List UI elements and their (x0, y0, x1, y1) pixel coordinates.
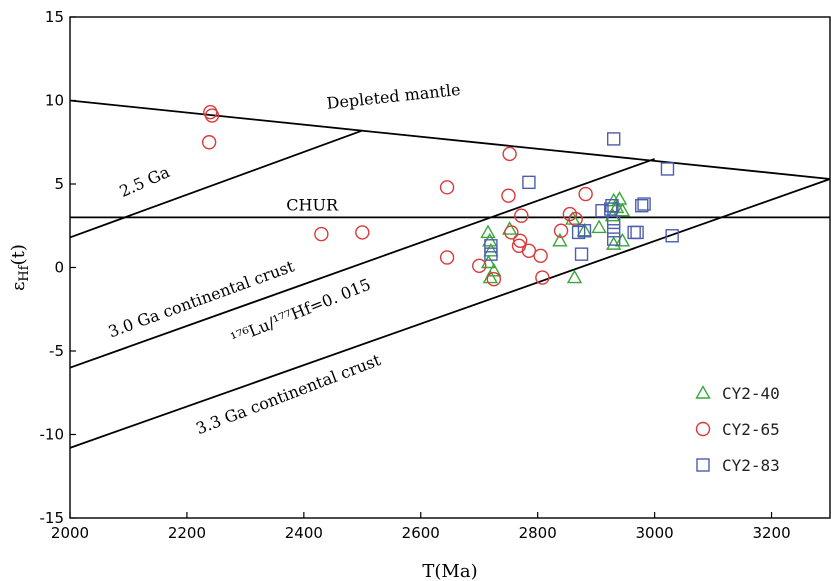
data-point-cy2-65 (568, 211, 583, 227)
reference-line-3-0-ga-continental-crust (69, 158, 655, 369)
x-tick-label: 2600 (402, 524, 440, 542)
data-point-cy2-40 (480, 224, 496, 239)
series-cy2-83 (484, 132, 679, 261)
y-axis-title-sub: Hf (17, 264, 32, 281)
data-point-cy2-65 (521, 243, 537, 259)
y-axis-title-main: ε (8, 282, 29, 291)
data-point-cy2-65 (502, 146, 517, 162)
data-point-cy2-65 (201, 135, 217, 150)
annotation-depleted-mantle: Depleted mantle (326, 80, 462, 113)
x-tick-label: 2800 (519, 524, 557, 542)
data-point-cy2-65 (533, 248, 548, 264)
legend-label-cy2-83: CY2-83 (722, 456, 780, 475)
data-point-cy2-83 (635, 199, 649, 213)
data-point-cy2-83 (630, 225, 644, 240)
reference-line-2-5-ga (69, 129, 363, 239)
data-point-cy2-40 (591, 219, 607, 234)
data-point-cy2-83 (605, 199, 619, 213)
data-point-cy2-65 (535, 270, 550, 285)
y-tick-label: 0 (54, 259, 64, 277)
data-point-cy2-83 (606, 232, 621, 246)
annotation-2-5-ga: 2.5 Ga (117, 162, 173, 201)
legend-label-cy2-65: CY2-65 (722, 420, 780, 439)
y-axis-title-suffix: (t) (8, 244, 29, 265)
data-point-cy2-65 (439, 250, 455, 265)
data-point-cy2-40 (611, 191, 628, 205)
x-tick-label: 2000 (51, 524, 89, 542)
data-point-cy2-83 (574, 247, 589, 261)
data-point-cy2-83 (522, 175, 536, 190)
series-cy2-40 (480, 191, 631, 284)
data-point-cy2-83 (665, 229, 679, 243)
data-point-cy2-65 (439, 180, 455, 195)
data-point-cy2-65 (578, 186, 593, 202)
legend-marker-cy2-65 (695, 421, 711, 437)
data-point-cy2-40 (552, 232, 568, 247)
ticks: 2000 2200 2400 2600 2800 3000 3200 -15 -10 -5 0 5 10… (40, 8, 791, 542)
y-tick-label: -15 (40, 509, 65, 527)
data-point-cy2-65 (204, 108, 220, 123)
data-point-cy2-83 (577, 224, 592, 238)
data-point-cy2-83 (484, 247, 498, 261)
x-axis-title: T(Ma) (422, 561, 477, 581)
legend-label-cy2-40: CY2-40 (722, 384, 780, 403)
data-point-cy2-65 (501, 188, 516, 203)
x-tick-label: 2200 (168, 524, 206, 542)
data-point-cy2-40 (486, 262, 502, 277)
y-tick-label: -10 (40, 426, 65, 444)
data-point-cy2-83 (627, 225, 641, 240)
data-point-cy2-65 (314, 226, 329, 242)
x-tick-label: 3200 (752, 524, 790, 542)
data-point-cy2-40 (565, 211, 581, 225)
data-point-cy2-40 (480, 254, 497, 269)
x-tick-label: 3000 (636, 524, 674, 542)
y-tick-label: 15 (45, 8, 64, 26)
data-point-cy2-65 (472, 258, 487, 274)
legend: CY2-40 CY2-65 CY2-83 (695, 384, 780, 475)
y-tick-label: -5 (49, 342, 64, 360)
data-point-cy2-40 (566, 269, 583, 284)
data-point-cy2-83 (604, 202, 618, 216)
legend-marker-cy2-40 (695, 385, 711, 399)
data-point-cy2-40 (614, 202, 631, 217)
data-points (201, 104, 679, 287)
reference-lines (69, 99, 831, 449)
data-point-cy2-83 (660, 162, 675, 176)
data-point-cy2-65 (553, 223, 569, 238)
data-point-cy2-65 (512, 233, 528, 248)
annotation-chur: CHUR (286, 196, 339, 215)
reference-line-depleted-mantle (69, 99, 831, 180)
data-point-cy2-65 (504, 225, 519, 240)
data-point-cy2-65 (355, 225, 370, 240)
data-point-cy2-65 (486, 271, 502, 287)
data-point-cy2-83 (595, 204, 609, 218)
data-point-cy2-83 (606, 215, 621, 230)
series-cy2-65 (201, 104, 593, 287)
data-point-cy2-83 (484, 239, 498, 253)
data-point-cy2-40 (483, 242, 499, 257)
data-point-cy2-65 (203, 104, 218, 120)
data-point-cy2-40 (605, 236, 622, 250)
y-axis-title: εHf(t) (8, 244, 32, 291)
reference-line-3-3-ga-continental-crust (69, 178, 831, 449)
legend-marker-cy2-83 (696, 458, 710, 472)
data-point-cy2-83 (637, 197, 651, 211)
x-tick-label: 2400 (285, 524, 323, 542)
data-point-cy2-83 (606, 224, 621, 238)
data-point-cy2-65 (514, 208, 529, 223)
y-tick-label: 10 (45, 92, 64, 110)
data-point-cy2-83 (606, 132, 621, 146)
y-tick-label: 5 (54, 175, 64, 193)
